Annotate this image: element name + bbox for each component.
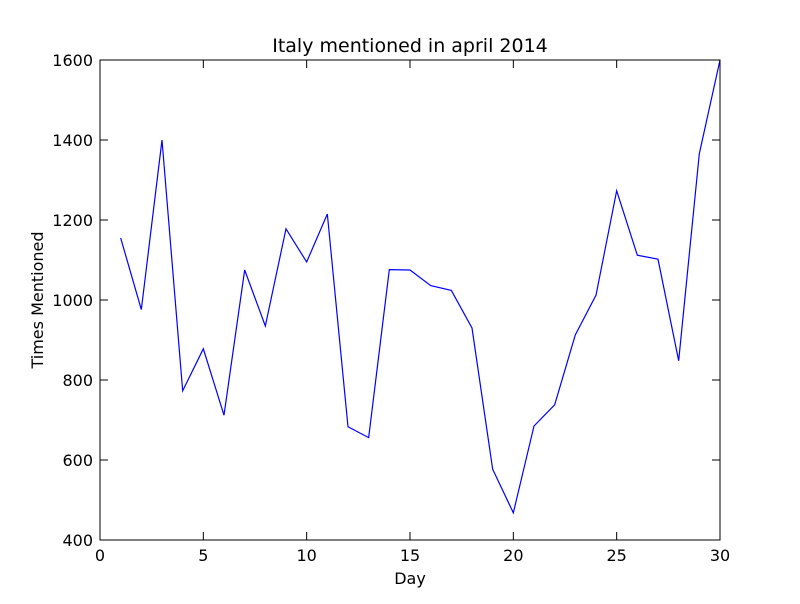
x-tick-label: 10 (296, 546, 316, 565)
x-tick-label: 30 (710, 546, 730, 565)
y-tick-label: 600 (62, 451, 93, 470)
x-tick-label: 5 (198, 546, 208, 565)
chart-title: Italy mentioned in april 2014 (272, 35, 548, 57)
y-tick-label: 800 (62, 371, 93, 390)
series-layer (120, 59, 721, 515)
x-tick-label: 15 (400, 546, 420, 565)
y-tick-label: 1600 (52, 51, 93, 70)
x-tick-label: 0 (95, 546, 105, 565)
x-tick-label: 25 (606, 546, 626, 565)
y-tick-label: 1000 (52, 291, 93, 310)
x-axis-label: Day (394, 569, 426, 588)
series-line (120, 59, 721, 515)
x-tick-label: 20 (503, 546, 523, 565)
y-axis-label: Times Mentioned (28, 231, 47, 369)
y-tick-label: 1400 (52, 131, 93, 150)
y-tick-label: 1200 (52, 211, 93, 230)
plot-area-frame (99, 59, 721, 541)
axis-ticks: 0 5 10 15 20 25 30 400 600 800 1000 1200 1400 1600 (52, 51, 730, 565)
y-tick-label: 400 (62, 531, 93, 550)
